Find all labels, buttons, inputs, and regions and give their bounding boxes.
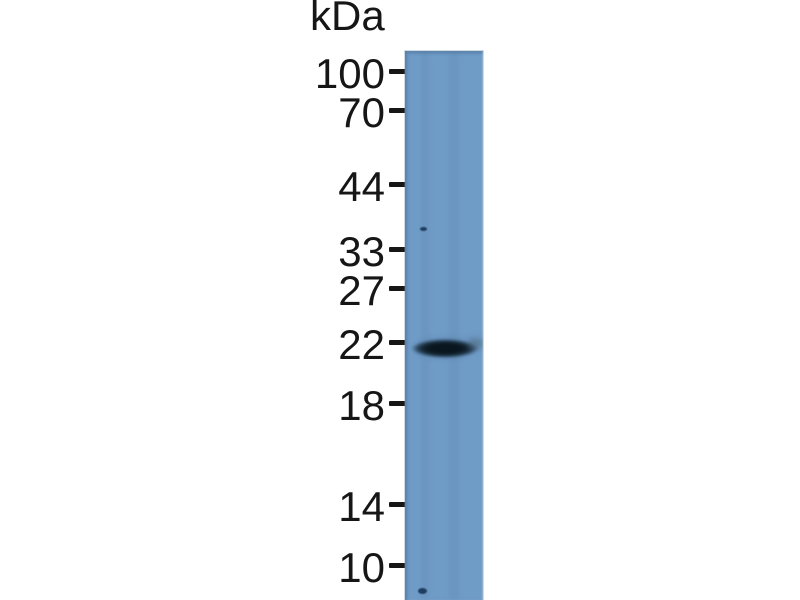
ladder-marker-44: 44 [338,166,406,208]
blot-lane [405,51,483,600]
ladder-marker-14: 14 [338,486,406,528]
ladder-tick [389,562,406,568]
ladder-marker-label: 22 [338,321,385,368]
ladder-marker-27: 27 [338,270,406,312]
ladder-marker-33: 33 [338,231,406,273]
ladder-tick [389,339,406,345]
band-smudge [468,338,483,349]
lane-artifact [420,227,427,231]
ladder-marker-10: 10 [338,547,406,589]
ladder-tick [389,181,406,187]
ladder-marker-18: 18 [338,385,406,427]
ladder-tick [389,68,406,74]
ladder-marker-70: 70 [338,92,406,134]
lane-streak [449,51,459,600]
ladder-marker-label: 100 [314,50,385,97]
ladder-marker-label: 27 [338,267,385,314]
ladder-marker-label: 70 [338,89,385,136]
ladder-marker-label: 33 [338,228,385,275]
ladder-marker-label: 14 [338,483,385,530]
ladder-marker-22: 22 [338,324,406,366]
ladder-marker-label: 18 [338,382,385,429]
ladder-tick [389,246,406,252]
ladder-tick [389,400,406,406]
ladder-marker-label: 10 [338,544,385,591]
ladder-tick [389,285,406,291]
ladder-tick [389,501,406,507]
unit-label: kDa [310,0,385,39]
protein-band [411,338,479,358]
lane-artifact [418,588,427,594]
lane-streak [421,51,429,600]
ladder-tick [389,107,406,113]
ladder-marker-100: 100 [315,53,406,95]
ladder-marker-label: 44 [338,163,385,210]
